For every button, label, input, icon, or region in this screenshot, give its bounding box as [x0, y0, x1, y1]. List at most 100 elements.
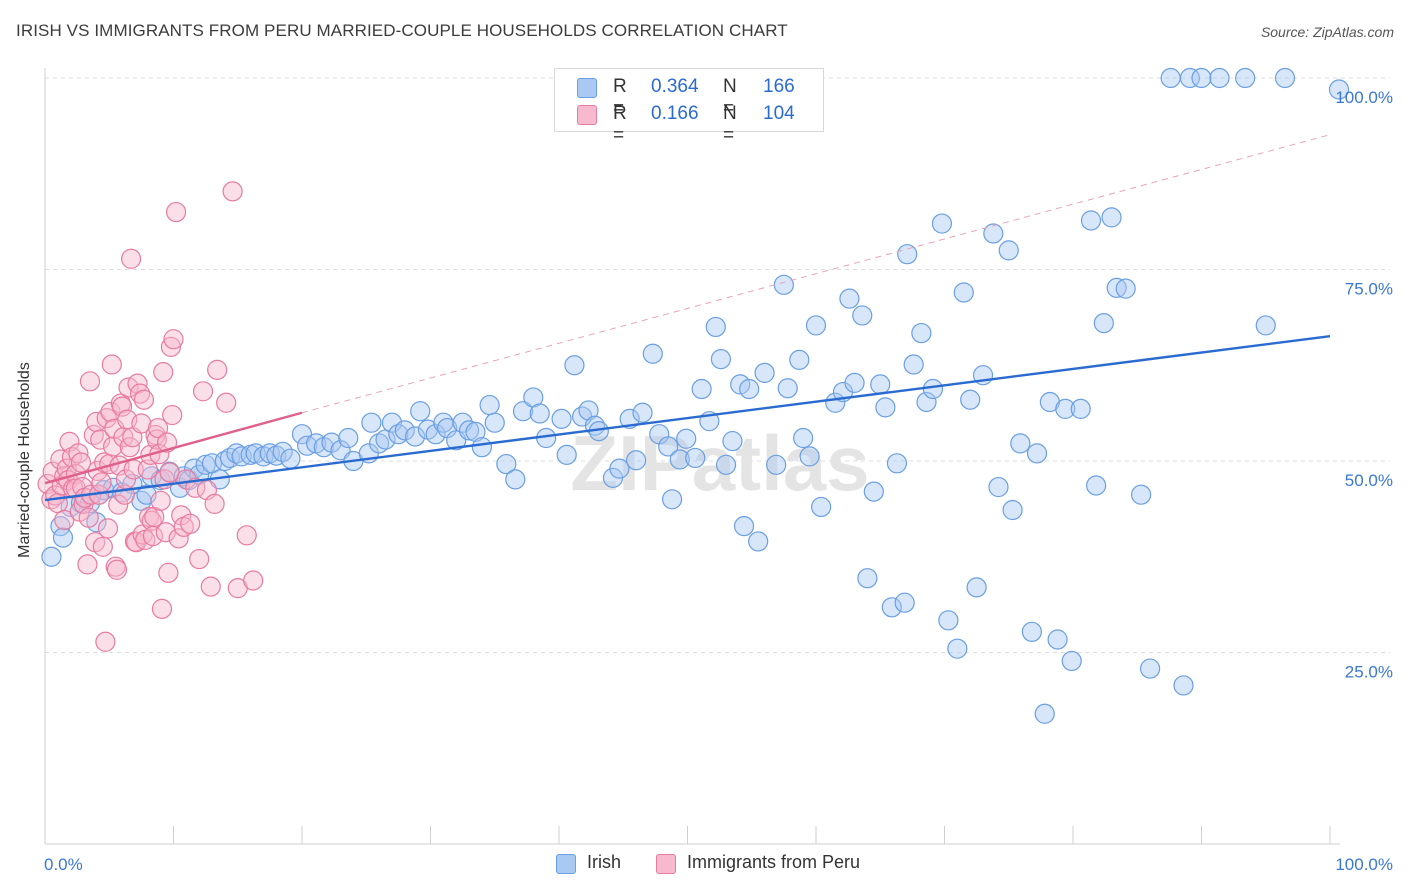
data-point — [1274, 67, 1296, 89]
data-point — [204, 493, 225, 514]
data-point — [1101, 207, 1122, 228]
data-point — [195, 454, 216, 475]
data-point — [484, 412, 505, 433]
data-point — [147, 417, 169, 439]
y-tick-label: 50.0% — [1345, 471, 1393, 490]
data-point — [857, 568, 878, 589]
data-point — [748, 531, 769, 552]
data-point — [410, 401, 431, 422]
data-point — [361, 412, 382, 433]
data-point — [54, 509, 75, 531]
data-point — [471, 437, 492, 458]
data-point — [388, 424, 409, 445]
data-point — [1131, 484, 1152, 505]
data-point — [496, 453, 517, 475]
data-point — [90, 429, 111, 450]
data-point — [691, 378, 712, 400]
data-point — [168, 528, 189, 549]
data-point — [625, 450, 647, 471]
data-point — [192, 381, 214, 402]
legend-label-irish: Irish — [587, 852, 622, 872]
peru-swatch — [577, 105, 597, 125]
data-point — [1070, 398, 1091, 420]
data-point — [108, 494, 129, 515]
data-point — [200, 576, 221, 597]
y-tick-labels: 25.0% 50.0% 75.0% 100.0% — [1335, 88, 1393, 682]
r-value: 0.364 — [651, 76, 699, 97]
data-point — [95, 631, 116, 652]
y-tick-label: 100.0% — [1335, 88, 1393, 107]
data-point — [1173, 675, 1194, 696]
data-point — [642, 343, 663, 364]
data-point — [404, 426, 426, 447]
data-point — [1115, 278, 1136, 299]
data-point — [669, 449, 690, 470]
data-point — [207, 359, 228, 380]
data-point — [894, 592, 915, 613]
irish-swatch — [577, 78, 597, 98]
data-point — [529, 403, 550, 424]
stats-box: R = 0.364 N = 166 R = 0.166 N = 104 — [554, 68, 824, 146]
data-point — [222, 181, 243, 202]
data-point — [216, 392, 237, 413]
data-point — [1255, 315, 1276, 336]
data-point — [710, 349, 732, 370]
x-tick-labels: 0.0% 100.0% — [44, 855, 1393, 874]
data-point — [938, 610, 959, 631]
data-point — [658, 436, 679, 457]
data-point — [92, 536, 113, 557]
data-point — [381, 412, 403, 433]
data-point — [1010, 433, 1031, 454]
data-point — [101, 354, 122, 375]
data-point — [1086, 475, 1107, 496]
data-point — [998, 240, 1019, 261]
data-point — [1179, 67, 1201, 89]
data-point — [1061, 650, 1082, 672]
data-point — [1047, 629, 1068, 650]
data-point — [960, 389, 981, 410]
legend-swatch-peru — [656, 854, 676, 874]
data-point — [852, 305, 873, 326]
data-point — [1093, 313, 1114, 334]
data-point — [777, 378, 798, 399]
trend-extension-peru — [301, 134, 1331, 414]
data-point — [922, 378, 944, 400]
data-point — [77, 554, 98, 575]
r-label: R = — [613, 76, 627, 119]
data-point — [556, 444, 577, 465]
data-point — [96, 408, 117, 429]
data-point — [966, 577, 987, 598]
data-point — [754, 362, 775, 384]
data-point — [165, 201, 187, 223]
data-point — [78, 507, 99, 528]
data-point — [111, 396, 133, 417]
data-point — [163, 329, 184, 350]
y-tick-label: 75.0% — [1345, 280, 1393, 299]
data-point — [903, 354, 924, 375]
data-point — [129, 383, 151, 404]
trend-line-peru — [44, 411, 303, 485]
legend-swatch-irish — [556, 854, 576, 874]
data-point — [153, 362, 174, 383]
data-point — [106, 559, 128, 580]
data-point — [805, 315, 827, 336]
data-point — [272, 441, 293, 462]
data-point — [988, 476, 1009, 498]
data-point — [875, 397, 896, 418]
data-point — [953, 282, 974, 303]
n-label: N = — [723, 103, 737, 146]
data-point — [236, 525, 257, 546]
trend-lines — [44, 134, 1331, 502]
data-point — [1209, 67, 1230, 89]
data-point — [863, 481, 884, 502]
data-point — [120, 248, 142, 269]
n-value: 104 — [763, 103, 795, 124]
data-point — [1034, 703, 1055, 724]
source-credit: Source: ZipAtlas.com — [1260, 24, 1394, 40]
data-points — [37, 67, 1350, 724]
data-point — [1328, 79, 1350, 100]
data-point — [479, 394, 500, 416]
data-point — [983, 223, 1004, 244]
data-point — [870, 374, 891, 395]
data-point — [1021, 621, 1042, 642]
